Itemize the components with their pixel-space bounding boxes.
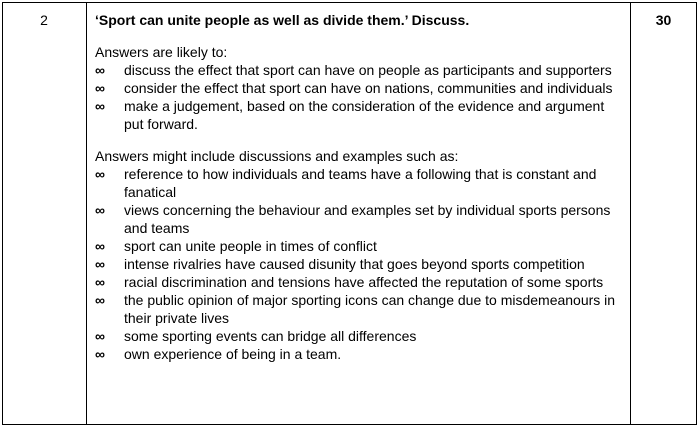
infinity-bullet-icon: ∞	[95, 98, 105, 114]
column-divider-marks	[630, 2, 631, 425]
list-item-text: reference to how individuals and teams h…	[124, 166, 597, 200]
question-text: ‘Sport can unite people as well as divid…	[95, 12, 470, 28]
column-divider-number	[86, 2, 87, 425]
list-item-text: racial discrimination and tensions have …	[124, 274, 604, 290]
list-item: ∞ reference to how individuals and teams …	[95, 165, 625, 201]
list-item: ∞ racial discrimination and tensions have…	[95, 273, 625, 291]
infinity-bullet-icon: ∞	[95, 62, 105, 78]
infinity-bullet-icon: ∞	[95, 238, 105, 254]
section2-intro: Answers might include discussions and ex…	[95, 148, 459, 164]
infinity-bullet-icon: ∞	[95, 346, 105, 362]
list-item-text: discuss the effect that sport can have o…	[124, 62, 612, 78]
infinity-bullet-icon: ∞	[95, 328, 105, 344]
list-item: ∞ the public opinion of major sporting ic…	[95, 291, 625, 327]
section1-list: ∞ discuss the effect that sport can have …	[95, 61, 625, 133]
infinity-bullet-icon: ∞	[95, 274, 105, 290]
list-item: ∞ sport can unite people in times of conf…	[95, 237, 625, 255]
list-item-text: the public opinion of major sporting ico…	[124, 292, 616, 326]
list-item: ∞ views concerning the behaviour and exam…	[95, 201, 625, 237]
infinity-bullet-icon: ∞	[95, 166, 105, 182]
section1-intro: Answers are likely to:	[95, 44, 228, 60]
list-item: ∞ some sporting events can bridge all dif…	[95, 327, 625, 345]
list-item-text: sport can unite people in times of confl…	[124, 238, 377, 254]
list-item: ∞ own experience of being in a team.	[95, 345, 625, 363]
list-item-text: consider the effect that sport can have …	[124, 80, 613, 96]
question-number: 2	[40, 12, 48, 28]
list-item-text: make a judgement, based on the considera…	[124, 98, 605, 132]
question-marks: 30	[655, 12, 672, 28]
answer-guidance: ‘Sport can unite people as well as divid…	[95, 11, 625, 363]
infinity-bullet-icon: ∞	[95, 80, 105, 96]
list-item-text: views concerning the behaviour and examp…	[124, 202, 611, 236]
list-item: ∞ intense rivalries have caused disunity …	[95, 255, 625, 273]
list-item-text: intense rivalries have caused disunity t…	[124, 256, 585, 272]
list-item: ∞ make a judgement, based on the consider…	[95, 97, 625, 133]
list-item: ∞ discuss the effect that sport can have …	[95, 61, 625, 79]
list-item-text: own experience of being in a team.	[124, 346, 342, 362]
list-item-text: some sporting events can bridge all diff…	[124, 328, 417, 344]
list-item: ∞ consider the effect that sport can have…	[95, 79, 625, 97]
section2-list: ∞ reference to how individuals and teams …	[95, 165, 625, 363]
infinity-bullet-icon: ∞	[95, 292, 105, 308]
infinity-bullet-icon: ∞	[95, 202, 105, 218]
infinity-bullet-icon: ∞	[95, 256, 105, 272]
